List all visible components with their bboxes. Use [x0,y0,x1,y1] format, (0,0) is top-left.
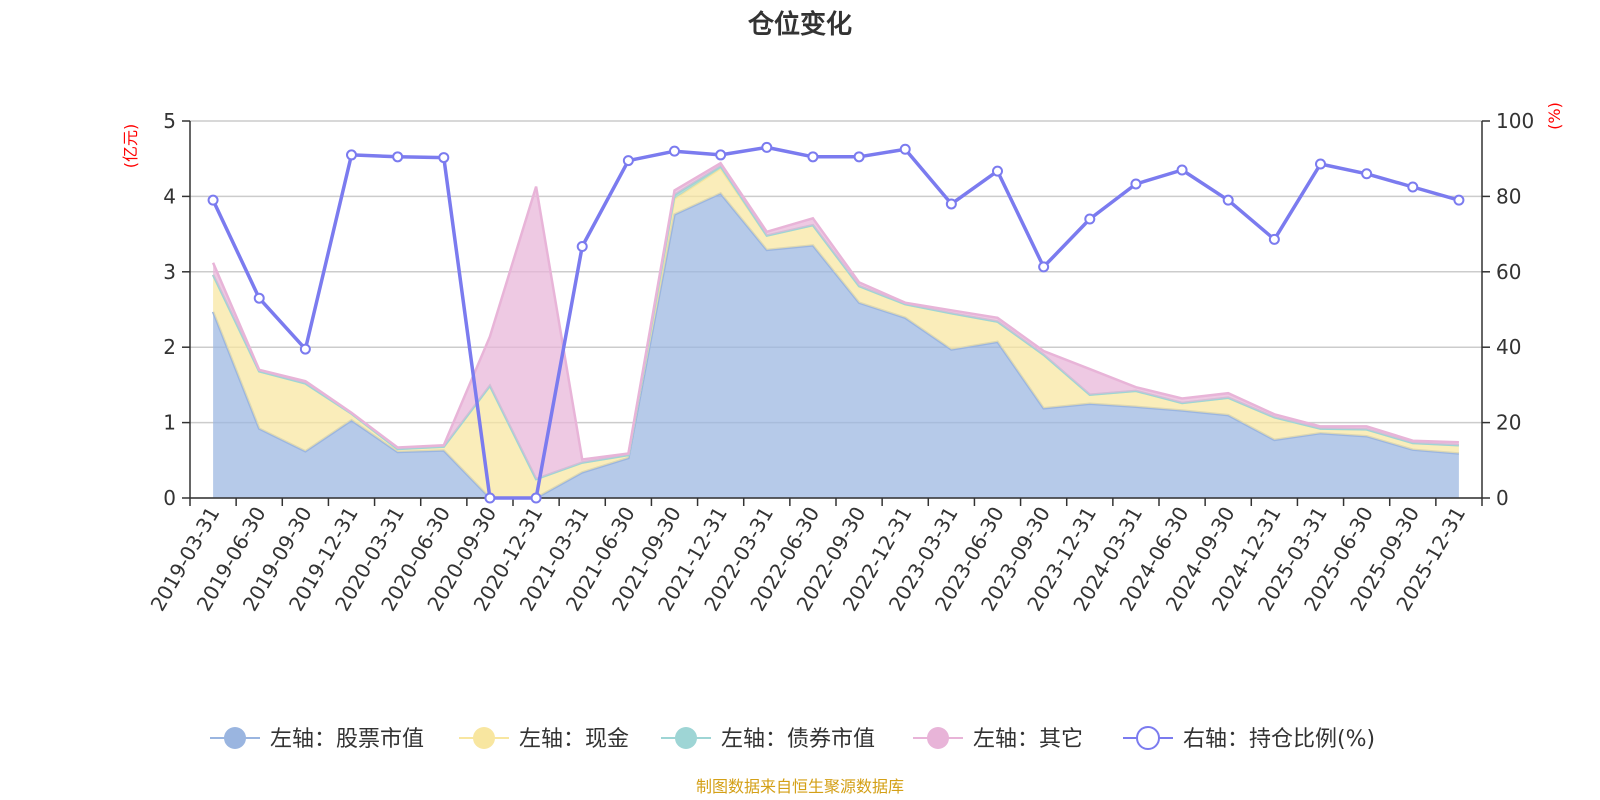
holding-ratio-point [438,152,450,164]
right-axis-unit: (%) [1545,102,1564,130]
legend-marker [224,727,246,749]
holding-ratio-point [346,149,357,161]
holding-ratio-point [392,151,404,163]
left-tick-label: 1 [163,411,176,435]
holding-ratio-point [899,143,911,155]
legend-marker [675,727,697,749]
left-tick-label: 0 [163,486,176,510]
right-tick-label: 20 [1496,411,1521,435]
holding-ratio-point [669,145,680,157]
legend-label: 右轴：持仓比例(%) [1183,727,1375,752]
legend-item[interactable]: 左轴：债券市值 [661,727,875,752]
legend-marker [927,727,949,749]
area-fill-3 [213,163,1459,480]
holding-ratio-point [1407,181,1419,193]
left-tick-label: 3 [163,260,176,284]
holding-ratio-point [207,194,219,206]
holding-ratio-point [1084,213,1096,225]
holding-ratio-point [1315,158,1326,170]
holding-ratio-point [853,151,865,163]
holding-ratio-point [530,492,542,504]
left-tick-label: 5 [163,109,176,133]
area-fill-0 [213,193,1459,498]
legend-item[interactable]: 右轴：持仓比例(%) [1123,726,1375,752]
source-note: 制图数据来自恒生聚源数据库 [696,777,904,796]
right-tick-label: 80 [1496,184,1521,208]
left-tick-label: 4 [163,184,176,208]
holding-ratio-point [576,241,588,253]
legend: 左轴：股票市值 左轴：现金 左轴：债券市值 左轴：其它 右轴：持仓比例(%) [210,726,1375,752]
legend-item[interactable]: 左轴：现金 [459,727,629,752]
holding-ratio-point [807,151,819,163]
legend-item[interactable]: 左轴：股票市值 [210,727,424,752]
holding-ratio-point [1130,178,1142,190]
legend-label: 左轴：股票市值 [270,727,424,752]
holding-ratio-point [1038,261,1050,273]
legend-label: 左轴：现金 [519,727,629,752]
holding-ratio-point [715,149,727,161]
holding-ratio-point [761,141,773,153]
right-tick-label: 100 [1496,109,1534,133]
holding-ratio-line [211,145,1460,500]
holding-ratio-point [253,292,265,304]
holding-ratio-point [1361,168,1373,180]
area-line-3 [211,161,1459,461]
legend-marker [473,727,495,749]
legend-marker [1136,726,1160,750]
right-tick-label: 40 [1496,335,1521,359]
legend-label: 左轴：债券市值 [721,727,875,752]
area-series [211,161,1460,500]
left-tick-label: 2 [163,335,176,359]
line-series [207,141,1465,504]
holding-ratio-point [1176,164,1188,176]
holding-ratio-point [299,343,311,355]
legend-label: 左轴：其它 [973,727,1083,752]
left-axis-unit: (亿元) [121,124,140,169]
holding-ratio-point [622,155,634,167]
holding-ratio-point [1268,233,1280,245]
chart-title: 仓位变化 [747,9,852,40]
right-tick-label: 0 [1496,486,1509,510]
holding-ratio-point [992,165,1003,177]
holding-ratio-point [1453,194,1465,206]
right-tick-label: 60 [1496,260,1521,284]
holding-ratio-point [945,198,957,210]
holding-ratio-point [484,492,496,504]
legend-item[interactable]: 左轴：其它 [913,727,1083,752]
holding-ratio-point [1222,194,1234,206]
